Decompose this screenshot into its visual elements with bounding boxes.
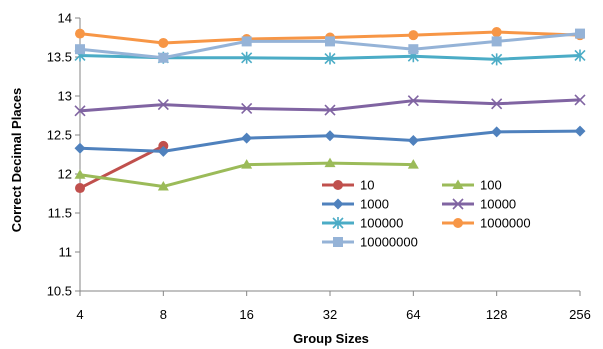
data-point [241,159,253,169]
legend-label: 10000000 [360,235,418,250]
data-point [408,30,419,41]
legend-item: 1000 [322,197,389,212]
x-tick-label: 8 [160,307,167,322]
data-point [75,44,85,55]
data-point [241,102,253,115]
y-tick-label: 13 [58,89,72,104]
x-tick-label: 128 [486,307,508,322]
legend-marker [333,237,343,247]
data-point [324,130,336,142]
data-point [324,104,336,116]
series-10000000 [75,28,585,63]
legend-label: 100 [480,178,502,193]
x-tick-label: 32 [323,307,337,322]
y-tick-label: 11 [59,245,73,260]
data-point [491,126,503,138]
legend-marker [452,179,464,189]
y-tick-label: 10.5 [47,284,72,299]
data-point [491,98,503,110]
data-point [407,134,419,146]
data-point [75,183,85,194]
data-point [407,159,419,169]
legend-marker [332,217,344,229]
data-point [574,49,586,62]
legend: 10 100 1000 10000 100000 1000000 10000000 [322,178,531,250]
data-point [75,28,85,39]
x-tick-label: 64 [406,307,420,322]
data-point [157,180,169,191]
legend-label: 1000000 [480,216,531,231]
data-point [74,169,86,179]
data-point [158,52,169,63]
legend-marker [332,198,344,210]
legend-label: 1000 [360,197,389,212]
x-tick-label: 4 [76,307,83,322]
data-point [157,99,169,111]
legend-label: 10 [360,178,374,193]
legend-marker [452,198,464,210]
data-point [491,53,503,66]
series-1000 [74,125,586,157]
y-tick-label: 12.5 [47,128,72,143]
data-point [74,105,86,117]
y-tick-label: 12 [58,167,72,182]
data-point [407,95,419,107]
legend-item: 10000 [442,197,516,212]
y-tick-label: 14 [58,11,72,26]
legend-marker [333,180,343,190]
legend-item: 100000 [322,216,403,231]
data-point [491,27,502,38]
x-axis-title: Group Sizes [293,331,369,346]
legend-label: 100000 [360,216,403,231]
data-point [491,36,502,47]
legend-label: 10000 [480,197,516,212]
series-100 [74,157,419,191]
data-point [157,145,169,157]
data-point [325,36,335,47]
data-point [408,44,419,55]
data-point [241,132,253,144]
data-point [241,36,252,47]
legend-item: 10000000 [322,235,418,250]
legend-item: 100 [442,178,502,193]
data-point [74,142,86,154]
data-point [574,125,586,137]
data-point [324,52,336,65]
y-axis-title: Correct Decimal Places [9,88,24,233]
data-point [241,51,253,64]
legend-item: 10 [322,178,374,193]
legend-marker [453,218,463,228]
data-point [324,157,336,168]
data-point [158,37,169,48]
data-point [574,94,586,106]
data-point [575,28,585,39]
series-layer [74,27,586,194]
y-tick-label: 11.5 [48,206,72,221]
series-10000 [74,94,586,117]
axes: 10.5 11 11.5 12 12.5 13 13.5 14 4 8 16 32 64 128 256 [47,11,591,323]
y-tick-label: 13.5 [47,50,72,65]
x-tick-label: 256 [569,307,591,322]
series-line [79,144,165,190]
legend-item: 1000000 [442,216,531,231]
x-tick-label: 16 [239,307,253,322]
